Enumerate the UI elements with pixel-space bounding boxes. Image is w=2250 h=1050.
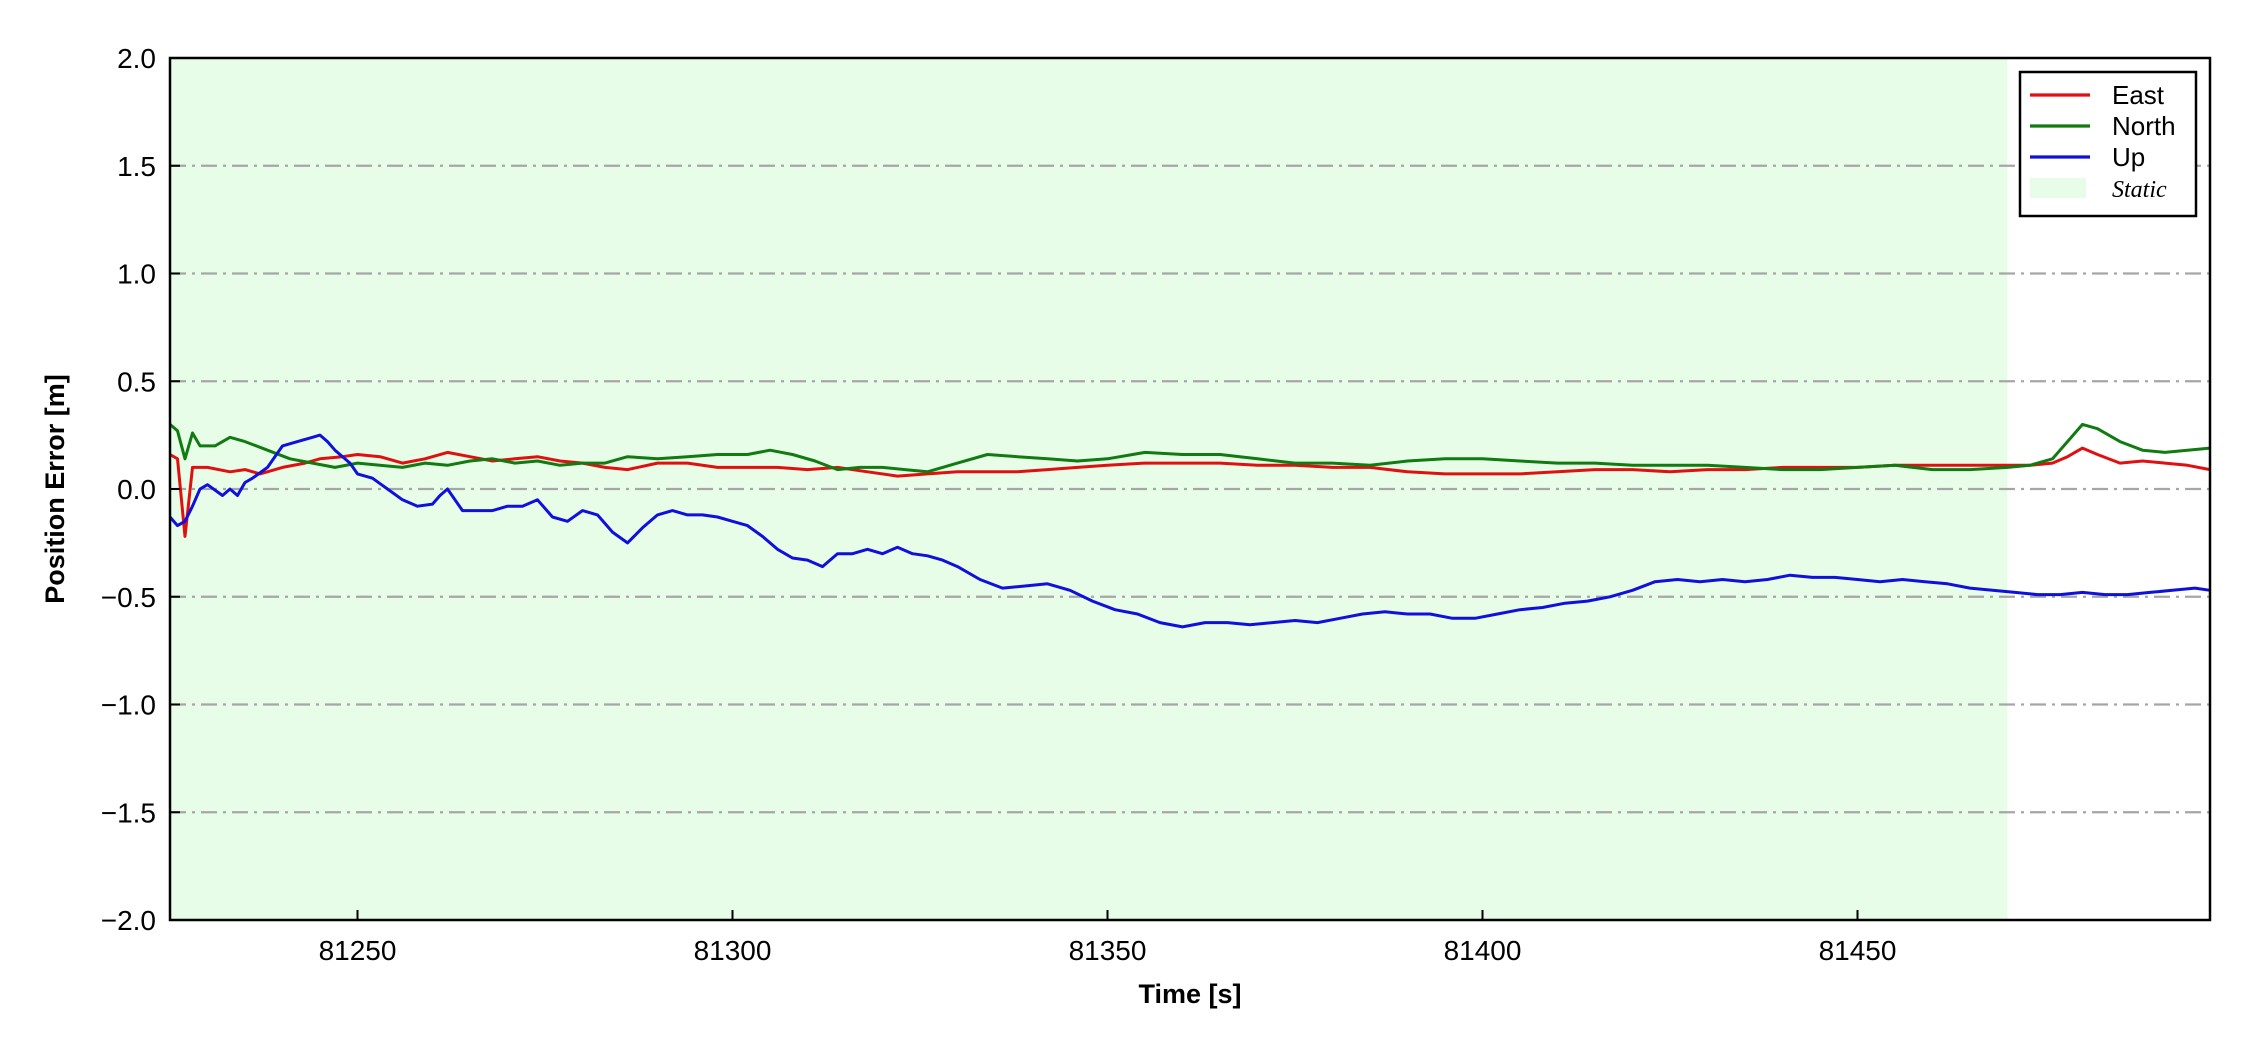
series-line-north [169, 422, 2211, 474]
y-tick-label: 1.0 [117, 259, 156, 290]
y-tick-label: 2.0 [117, 43, 156, 74]
y-axis-label: Position Error [m] [40, 374, 70, 604]
series-line-east [169, 446, 2211, 538]
y-tick-label: −2.0 [101, 905, 156, 936]
x-tick-label: 81250 [319, 935, 397, 966]
x-tick-label: 81400 [1444, 935, 1522, 966]
series-line-up [168, 433, 2211, 629]
y-tick-label: 0.5 [117, 366, 156, 397]
x-axis-label: Time [s] [1138, 979, 1241, 1009]
y-tick-label: −0.5 [101, 582, 156, 613]
series-lines [168, 422, 2211, 629]
legend-east-label: East [2112, 80, 2165, 110]
y-tick-label: 0.0 [117, 474, 156, 505]
x-tick-label: 81450 [1819, 935, 1897, 966]
x-tick-label: 81350 [1069, 935, 1147, 966]
legend-static-swatch [2030, 178, 2086, 198]
y-tick-label: −1.0 [101, 690, 156, 721]
axis-ticks: 81250 81300 81350 81400 81450 −2.0 −1.5 −1.0 −0.… [101, 43, 1897, 966]
legend-up-label: Up [2112, 142, 2145, 172]
y-tick-label: −1.5 [101, 797, 156, 828]
x-tick-label: 81300 [694, 935, 772, 966]
legend-static-label: Static [2112, 177, 2167, 203]
legend-north-label: North [2112, 111, 2176, 141]
legend: East North Up Static [2018, 70, 2198, 218]
y-tick-label: 1.5 [117, 151, 156, 182]
